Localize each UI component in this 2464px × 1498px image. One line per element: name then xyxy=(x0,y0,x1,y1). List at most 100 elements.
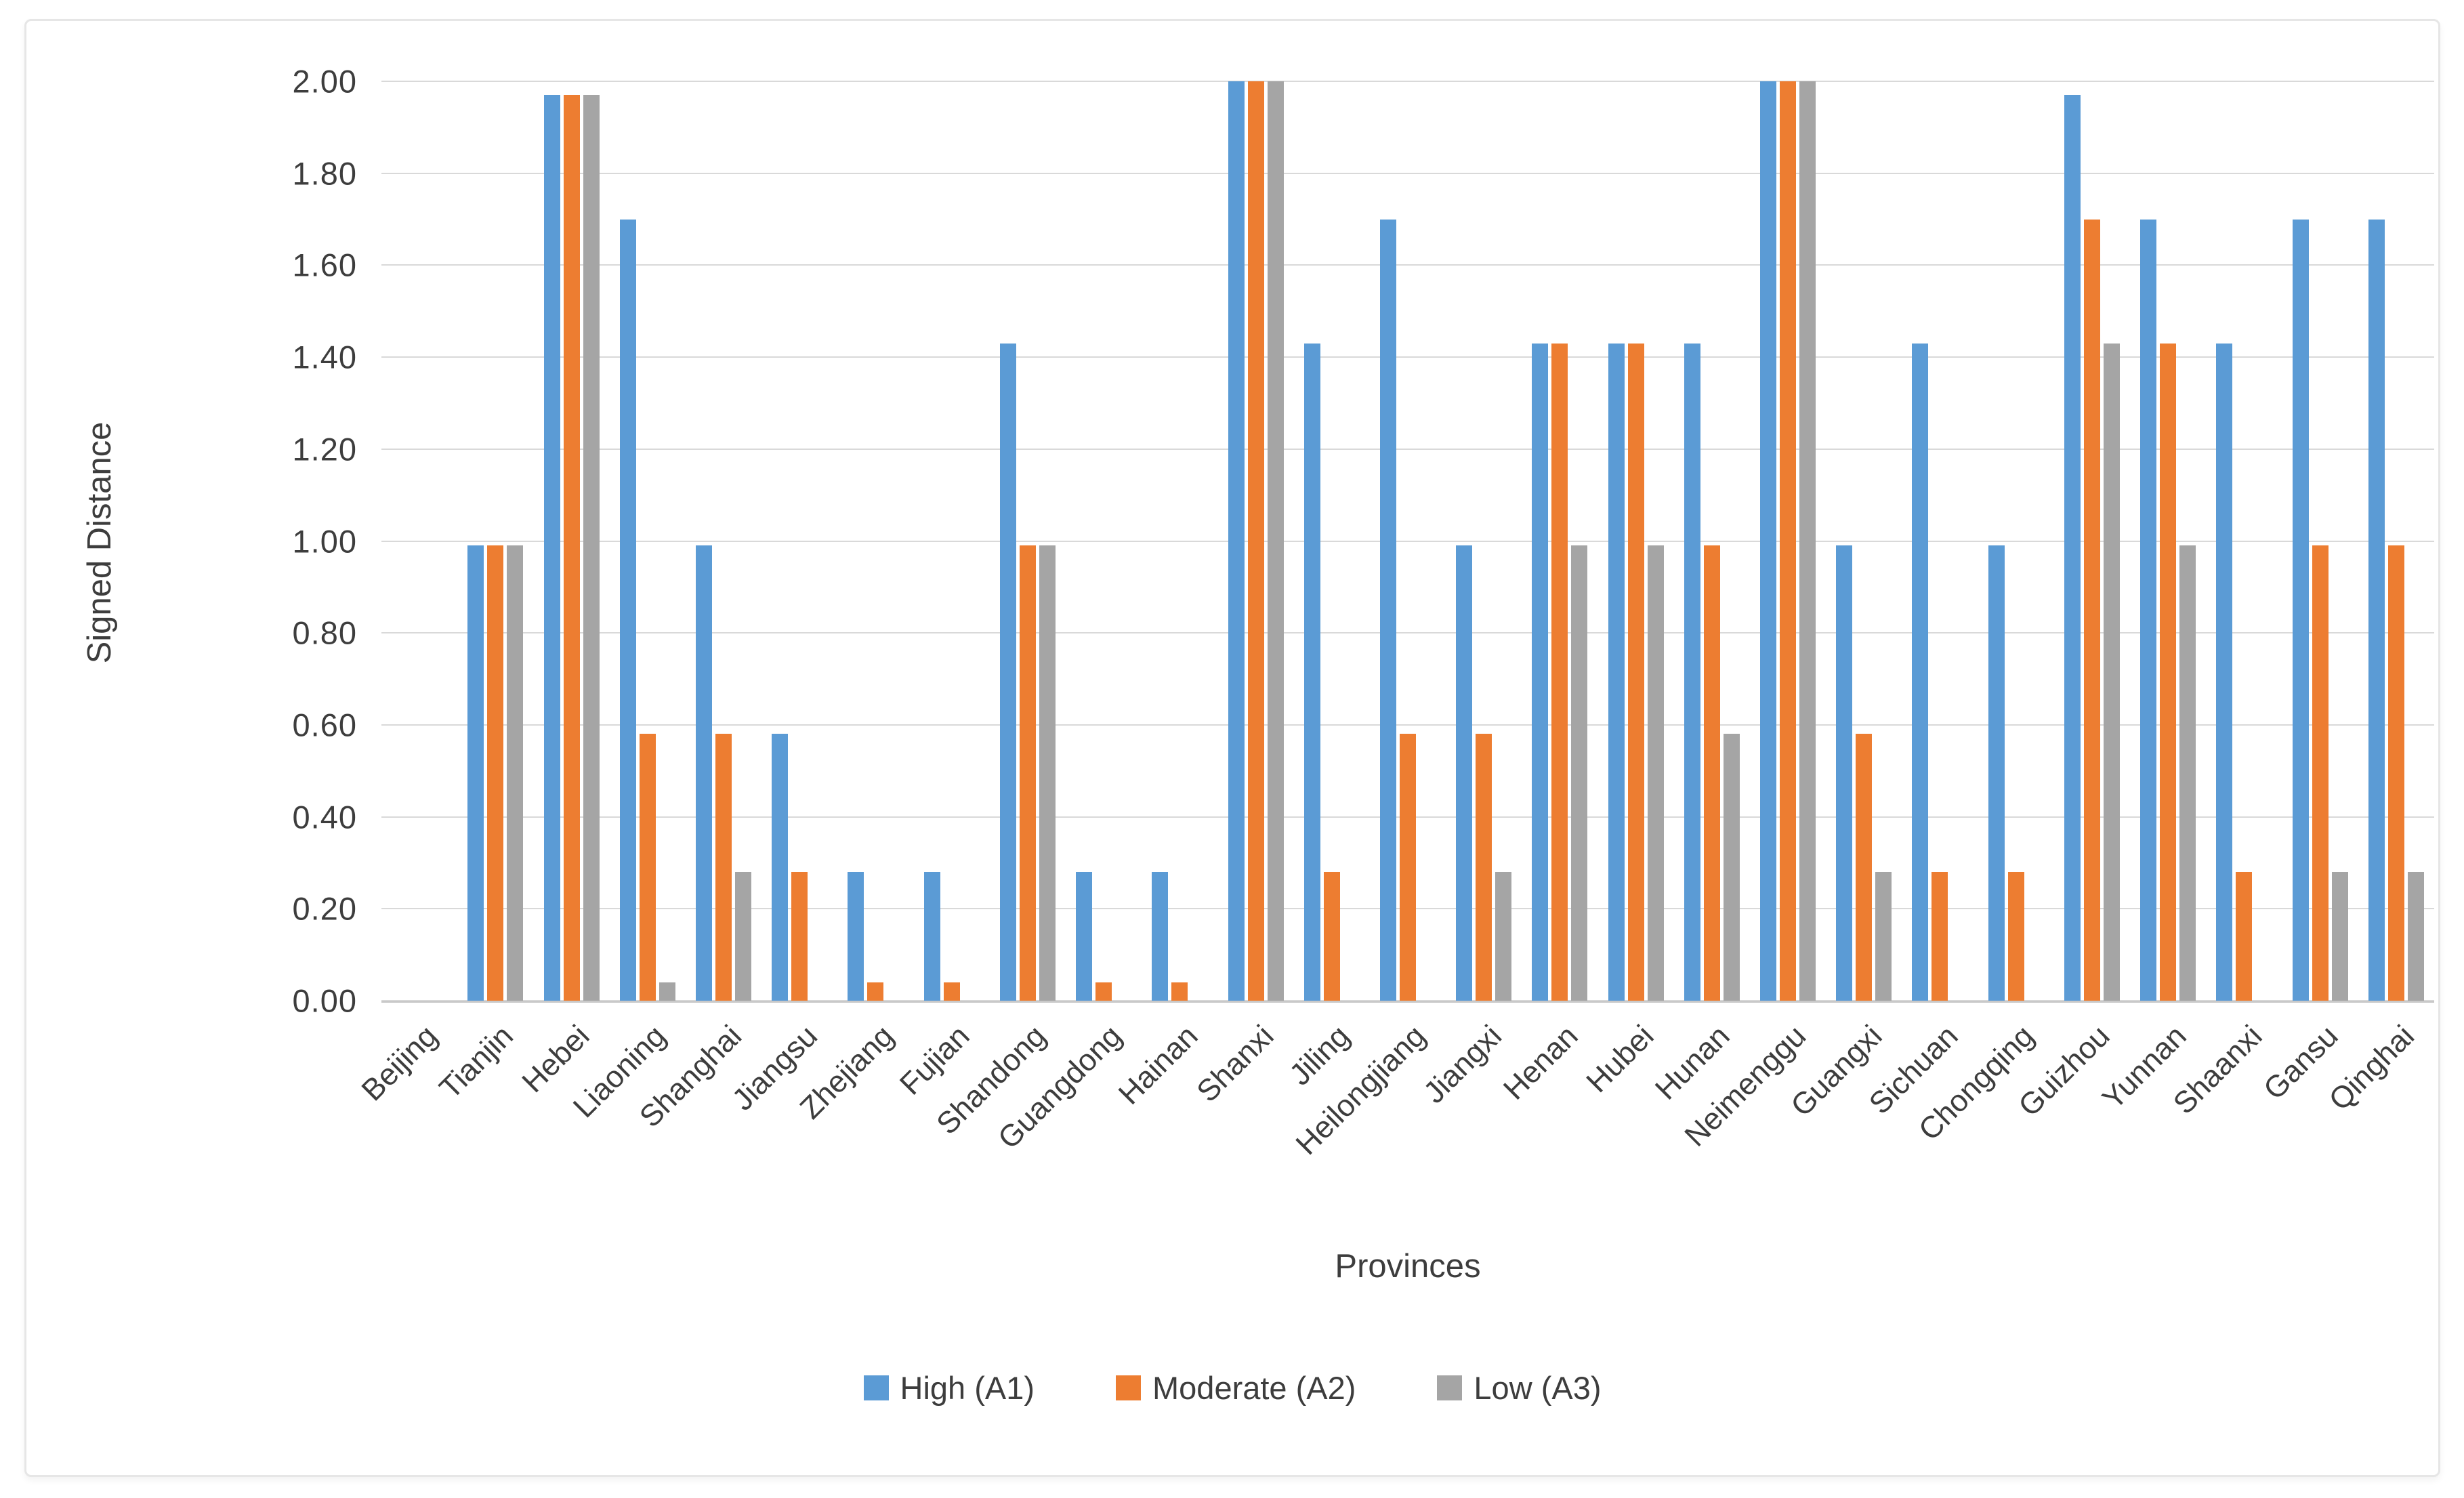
bar-low-shandong xyxy=(1039,545,1056,1001)
bar-high-neimenggu xyxy=(1760,81,1777,1001)
legend-label: Moderate (A2) xyxy=(1152,1370,1356,1406)
bar-moderate-hainan xyxy=(1171,982,1188,1001)
legend-swatch-icon xyxy=(1437,1375,1463,1400)
gridline xyxy=(381,632,2434,634)
bar-high-shanghai xyxy=(695,545,712,1001)
bar-moderate-hebei xyxy=(563,95,580,1001)
y-tick-label: 0.00 xyxy=(292,982,357,1019)
bar-high-guizhou xyxy=(2064,95,2081,1001)
x-category-label: Tianjin xyxy=(432,1018,520,1106)
bar-high-shanxi xyxy=(1228,81,1245,1001)
y-tick-label: 1.40 xyxy=(292,339,357,375)
bar-moderate-fujian xyxy=(943,982,960,1001)
bar-high-guangdong xyxy=(1076,872,1093,1001)
bar-high-hunan xyxy=(1684,343,1700,1001)
bar-group-hebei xyxy=(533,81,609,1001)
plot-area xyxy=(381,81,2434,1003)
x-axis-line xyxy=(381,1001,2434,1003)
gridline xyxy=(381,356,2434,358)
bar-group-guangdong xyxy=(1066,81,1142,1001)
bar-moderate-zhejiang xyxy=(867,982,884,1001)
bar-low-guangxi xyxy=(1875,872,1892,1001)
bar-group-guangxi xyxy=(1826,81,1902,1001)
bar-high-jiangsu xyxy=(772,734,789,1001)
y-axis-title: Signed Distance xyxy=(81,421,118,664)
bar-moderate-heilongjiang xyxy=(1399,734,1416,1001)
bar-moderate-guangdong xyxy=(1095,982,1112,1001)
x-axis-title: Provinces xyxy=(1335,1248,1481,1285)
bar-moderate-qinghai xyxy=(2387,545,2404,1001)
bar-group-shaanxi xyxy=(2206,81,2282,1001)
y-tick-label: 1.20 xyxy=(292,431,357,467)
bar-high-gansu xyxy=(2292,219,2309,1001)
bar-group-sichuan xyxy=(1902,81,1978,1001)
bar-group-jiangxi xyxy=(1446,81,1522,1001)
bar-low-qinghai xyxy=(2407,872,2424,1001)
bar-high-jiling xyxy=(1303,343,1320,1001)
legend-item-low: Low (A3) xyxy=(1437,1369,1602,1407)
bar-moderate-chongqing xyxy=(2007,872,2024,1001)
bar-low-liaoning xyxy=(659,982,675,1001)
bar-groups xyxy=(381,81,2434,1001)
bar-group-fujian xyxy=(914,81,990,1001)
bar-group-jiangsu xyxy=(761,81,837,1001)
bar-moderate-neimenggu xyxy=(1780,81,1797,1001)
gridline xyxy=(381,724,2434,726)
bar-moderate-henan xyxy=(1551,343,1568,1001)
bar-high-shaanxi xyxy=(2216,343,2233,1001)
bar-high-qinghai xyxy=(2368,219,2385,1001)
bar-moderate-tianjin xyxy=(487,545,504,1001)
bar-high-guangxi xyxy=(1836,545,1853,1001)
bar-low-shanghai xyxy=(734,872,751,1001)
bar-moderate-shaanxi xyxy=(2236,872,2253,1001)
bar-high-zhejiang xyxy=(848,872,864,1001)
bar-group-shanghai xyxy=(686,81,761,1001)
bar-group-gansu xyxy=(2282,81,2358,1001)
bar-high-heilongjiang xyxy=(1379,219,1396,1001)
bar-high-shandong xyxy=(999,343,1016,1001)
bar-group-neimenggu xyxy=(1750,81,1826,1001)
bar-high-yunnan xyxy=(2140,219,2157,1001)
gridline xyxy=(381,81,2434,82)
y-tick-label: 1.80 xyxy=(292,155,357,192)
gridline xyxy=(381,448,2434,450)
bar-high-henan xyxy=(1532,343,1549,1001)
x-category-label: Henan xyxy=(1496,1018,1585,1106)
y-tick-label: 0.40 xyxy=(292,799,357,835)
bar-high-hebei xyxy=(543,95,560,1001)
legend-item-high: High (A1) xyxy=(863,1369,1035,1407)
x-category-label: Hubei xyxy=(1579,1018,1661,1100)
bar-low-henan xyxy=(1571,545,1588,1001)
bar-group-liaoning xyxy=(610,81,686,1001)
bar-low-jiangxi xyxy=(1495,872,1512,1001)
bar-low-tianjin xyxy=(507,545,524,1001)
y-tick-label: 0.20 xyxy=(292,890,357,927)
bar-high-liaoning xyxy=(619,219,636,1001)
bar-low-gansu xyxy=(2331,872,2348,1001)
bar-group-heilongjiang xyxy=(1370,81,1446,1001)
y-tick-label: 0.80 xyxy=(292,615,357,651)
legend-swatch-icon xyxy=(1116,1375,1142,1400)
bar-group-hubei xyxy=(1598,81,1674,1001)
bar-low-hunan xyxy=(1723,734,1740,1001)
bar-low-yunnan xyxy=(2179,545,2196,1001)
bar-group-hunan xyxy=(1674,81,1750,1001)
y-tick-label: 2.00 xyxy=(292,63,357,100)
x-category-label: Jiangxi xyxy=(1417,1018,1509,1110)
bar-low-guizhou xyxy=(2103,343,2120,1001)
bar-moderate-guangxi xyxy=(1856,734,1873,1001)
x-category-label: Qinghai xyxy=(2322,1018,2421,1117)
bar-low-hebei xyxy=(583,95,600,1001)
bar-moderate-shanxi xyxy=(1247,81,1264,1001)
bar-moderate-shanghai xyxy=(715,734,732,1001)
x-category-label: Shanxi xyxy=(1190,1018,1280,1109)
legend-label: Low (A3) xyxy=(1474,1370,1602,1406)
x-category-label: Hainan xyxy=(1111,1018,1205,1111)
chart-frame: 2.00 1.80 1.60 1.40 1.20 1.00 0.80 0.60 0.40 0.20… xyxy=(24,19,2440,1477)
bar-group-hainan xyxy=(1142,81,1217,1001)
gridline xyxy=(381,540,2434,542)
gridline xyxy=(381,264,2434,266)
bar-high-fujian xyxy=(923,872,940,1001)
bar-moderate-liaoning xyxy=(639,734,656,1001)
